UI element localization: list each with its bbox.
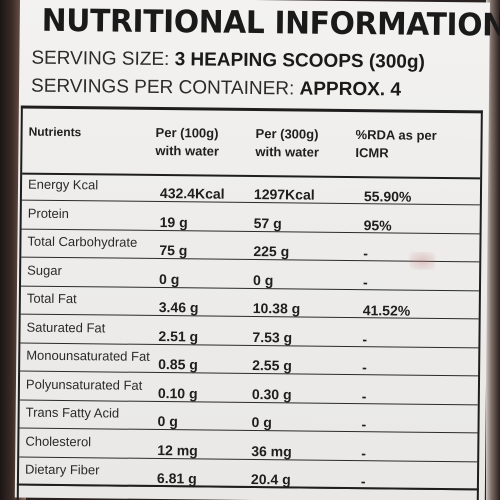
value-per-100g: 75 g — [159, 242, 188, 259]
value-rda: - — [362, 330, 368, 347]
servings-value: APPROX. 4 — [299, 78, 402, 101]
header-per-100g-line1: Per (100g) — [155, 124, 219, 141]
nutrient-name: Monounsaturated Fat — [26, 347, 150, 364]
nutrition-label: NUTRITIONAL INFORMATION^ SERVING SIZE: 3… — [14, 0, 500, 500]
value-per-100g: 0 g — [158, 270, 180, 287]
servings-per-container-line: SERVINGS PER CONTAINER: APPROX. 4 — [31, 76, 401, 102]
value-per-300g: 225 g — [253, 242, 290, 260]
value-per-300g: 7.53 g — [252, 328, 293, 345]
serving-size-line: SERVING SIZE: 3 HEAPING SCOOPS (300g) — [31, 48, 425, 74]
header-nutrients: Nutrients — [28, 124, 82, 140]
table-row: Protein 19 g 57 g 95% — [21, 203, 480, 234]
value-per-300g: 36 mg — [251, 442, 292, 459]
label-title: NUTRITIONAL INFORMATION^ — [41, 2, 500, 44]
value-rda: 95% — [363, 216, 392, 233]
header-per-300g-line2: with water — [255, 144, 320, 160]
value-per-100g: 0.85 g — [158, 356, 198, 373]
value-per-300g: 0 g — [252, 271, 274, 288]
package-edge-right — [486, 0, 500, 500]
nutrition-table: Nutrients Per (100g) with water Per (300… — [16, 105, 483, 500]
value-per-300g: 10.38 g — [252, 299, 301, 317]
value-per-300g: 57 g — [253, 214, 282, 231]
value-per-300g: 2.55 g — [252, 356, 292, 374]
label-scuff-mark — [409, 251, 436, 270]
serving-size-value: 3 HEAPING SCOOPS (300g) — [174, 49, 425, 73]
table-row: Energy Kcal 432.4Kcal 1297Kcal 55.90% — [21, 175, 480, 206]
value-per-100g: 0 g — [157, 413, 178, 430]
nutrient-name: Total Fat — [26, 290, 77, 307]
value-rda: - — [361, 387, 367, 404]
value-rda: - — [361, 416, 367, 433]
serving-size-label: SERVING SIZE: — [31, 47, 170, 71]
nutrient-name: Energy Kcal — [27, 176, 99, 193]
nutrient-name: Protein — [27, 205, 70, 221]
table-body: Energy Kcal 432.4Kcal 1297Kcal 55.90% Protei… — [18, 109, 481, 491]
table-row: Monounsaturated Fat 0.85 g 2.55 g - — [20, 346, 479, 377]
table-row: Polyunsaturated Fat 0.10 g 0.30 g - — [19, 374, 478, 405]
value-per-300g: 0.30 g — [251, 385, 292, 402]
value-rda: - — [362, 359, 367, 376]
value-rda: 41.52% — [362, 302, 411, 319]
header-per-300g: Per (300g) with water — [255, 125, 345, 162]
header-rda-line1: %RDA as per — [355, 127, 437, 143]
table-row: Cholesterol 12 mg 36 mg - — [19, 431, 478, 462]
value-per-100g: 19 g — [159, 213, 188, 230]
value-per-100g: 432.4Kcal — [159, 185, 225, 202]
header-per-100g-line2: with water — [155, 142, 220, 159]
nutrient-name: Sugar — [27, 262, 62, 278]
header-per-100g: Per (100g) with water — [155, 124, 245, 161]
header-rda-line2: ICMR — [355, 145, 389, 161]
nutrient-name: Saturated Fat — [26, 319, 106, 335]
table-row: Total Fat 3.46 g 10.38 g 41.52% — [20, 289, 479, 320]
value-per-300g: 1297Kcal — [253, 186, 315, 203]
nutrient-name: Total Carbohydrate — [27, 233, 138, 250]
value-per-300g: 20.4 g — [250, 470, 291, 488]
table-row: Saturated Fat 2.51 g 7.53 g - — [20, 317, 479, 348]
value-per-100g: 2.51 g — [158, 327, 199, 344]
table-row: Trans Fatty Acid 0 g 0 g - — [19, 403, 478, 434]
servings-label: SERVINGS PER CONTAINER: — [30, 75, 295, 100]
value-per-300g: 0 g — [251, 413, 272, 431]
value-per-100g: 6.81 g — [156, 470, 197, 487]
header-rda: %RDA as per ICMR — [355, 126, 465, 163]
value-rda: - — [363, 245, 369, 262]
nutrient-name: Cholesterol — [25, 433, 92, 449]
header-per-300g-line1: Per (300g) — [255, 126, 319, 142]
value-per-100g: 0.10 g — [157, 384, 198, 401]
value-per-100g: 12 mg — [157, 441, 198, 458]
value-per-100g: 3.46 g — [158, 299, 199, 316]
nutrient-name: Polyunsaturated Fat — [25, 376, 143, 393]
nutrient-name: Trans Fatty Acid — [25, 404, 120, 421]
nutrient-name: Dietary Fiber — [24, 461, 100, 478]
value-rda: 55.90% — [363, 188, 412, 205]
value-rda: - — [361, 444, 367, 461]
value-rda: - — [362, 273, 368, 290]
